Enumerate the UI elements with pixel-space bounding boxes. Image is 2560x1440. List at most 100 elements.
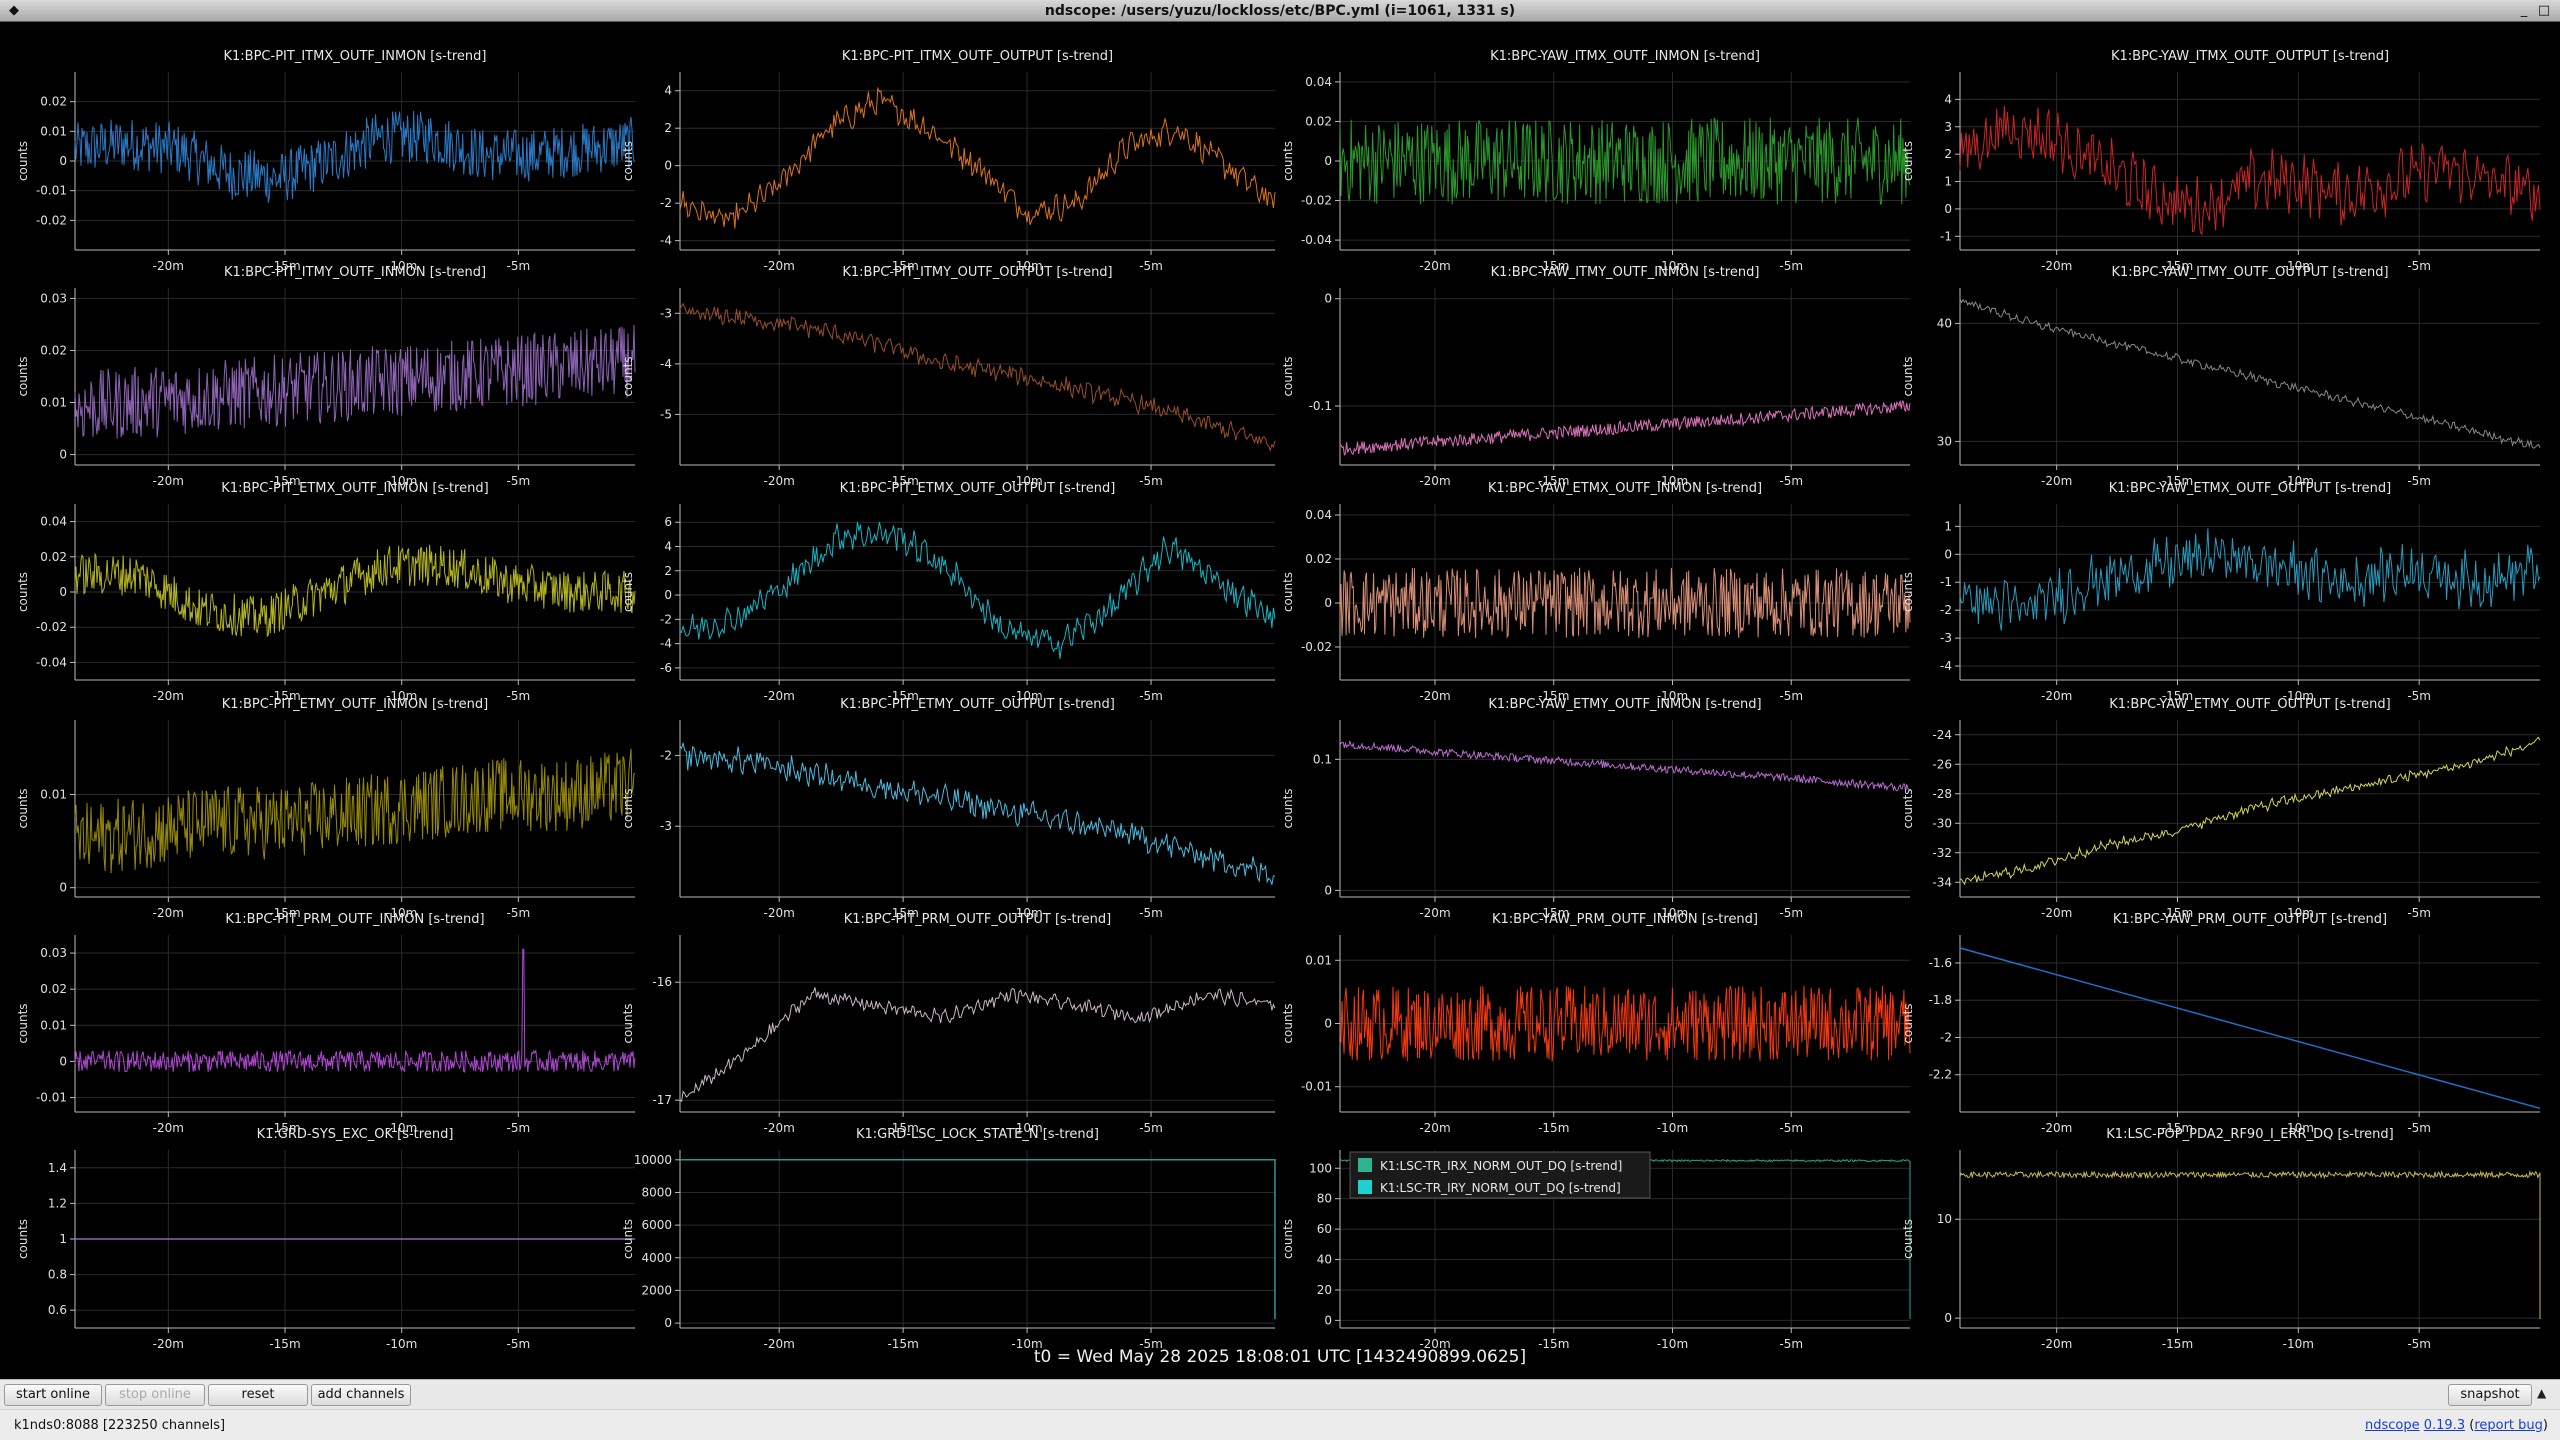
plot-panel[interactable]: K1:BPC-PIT_ITMY_OUTF_INMON [s-trend] 0.03… [16,265,636,488]
y-axis-label: counts [1901,1003,1915,1043]
plot-panel[interactable]: K1:BPC-YAW_ETMX_OUTF_OUTPUT [s-trend] 1 0 -… [1901,481,2541,703]
y-tick-label: -2 [660,748,672,762]
plot-title: K1:LSC-POP_PDA2_RF90_I_ERR_DQ [s-trend] [2106,1127,2393,1142]
plot-grid[interactable]: K1:BPC-PIT_ITMX_OUTF_INMON [s-trend] 0.02… [0,22,2560,1379]
plot-panel[interactable]: K1:BPC-PIT_ETMY_OUTF_INMON [s-trend] 0.01… [16,697,636,920]
y-tick-label: 20 [1317,1283,1332,1297]
plot-panel[interactable]: K1:BPC-YAW_ETMX_OUTF_INMON [s-trend] 0.04… [1281,481,1911,703]
start-online-button[interactable]: start online [4,1384,102,1406]
plot-panel[interactable]: K1:GRD-SYS_EXC_OK [s-trend] 1.4 1.2 1 0.8 0.6… [16,1127,635,1351]
x-tick-label: -5m [1139,1121,1163,1135]
plot-panel[interactable]: K1:BPC-YAW_PRM_OUTF_OUTPUT [s-trend] -1.6… [1901,912,2541,1135]
collapse-icon[interactable]: ▲ [2537,1386,2547,1400]
plot-panel[interactable]: K1:BPC-PIT_ITMY_OUTF_OUTPUT [s-trend] -3 -… [621,265,1276,488]
window-menu-icon[interactable]: ◆ [9,3,19,18]
y-tick-label: 0 [59,1054,67,1068]
plot-panel[interactable]: K1:BPC-YAW_ITMX_OUTF_OUTPUT [s-trend] 4 3 2… [1901,49,2541,273]
x-tick-label: -20m [2041,906,2072,920]
data-trace [1339,985,1911,1062]
y-tick-label: 0.01 [40,124,67,138]
plot-panel[interactable]: K1:BPC-PIT_ETMX_OUTF_OUTPUT [s-trend] 6 4 2… [621,481,1276,703]
status-bar: k1nds0:8088 [223250 channels] ndscope 0.… [0,1409,2560,1440]
y-tick-label: 0 [1324,292,1332,306]
x-tick-label: -20m [2041,689,2072,703]
plot-panel[interactable]: K1:BPC-YAW_ITMY_OUTF_OUTPUT [s-trend] 40 3… [1901,265,2541,488]
y-tick-label: 80 [1317,1192,1332,1206]
plot-panel[interactable]: K1:BPC-YAW_ITMX_OUTF_INMON [s-trend] 0.04… [1281,49,1911,273]
y-axis-label: counts [1901,1219,1915,1259]
snapshot-button[interactable]: snapshot [2448,1384,2532,1406]
x-tick-label: -5m [1139,259,1163,273]
x-tick-label: -20m [1419,906,1450,920]
y-tick-label: -4 [1940,659,1952,673]
plot-panel[interactable]: K1:BPC-YAW_PRM_OUTF_INMON [s-trend] 0.01 0… [1281,912,1911,1135]
y-tick-label: 10 [1937,1212,1952,1226]
y-axis-label: counts [1901,141,1915,181]
plot-panel[interactable]: K1:BPC-PIT_ETMY_OUTF_OUTPUT [s-trend] -2 -… [621,697,1276,920]
plot-panel[interactable]: K1:BPC-PIT_PRM_OUTF_OUTPUT [s-trend] -16 -… [621,912,1276,1135]
y-tick-label: 0 [1324,154,1332,168]
y-axis-label: counts [1901,788,1915,828]
data-trace [74,748,636,874]
plot-panel[interactable]: K1:BPC-PIT_PRM_OUTF_INMON [s-trend] 0.03 0… [16,912,636,1135]
x-tick-label: -15m [887,259,918,273]
plot-title: K1:GRD-LSC_LOCK_STATE_N [s-trend] [856,1127,1099,1142]
plot-panel[interactable]: K1:LSC-POP_PDA2_RF90_I_ERR_DQ [s-trend] 1… [1901,1127,2541,1351]
report-bug-link[interactable]: report bug [2474,1418,2543,1433]
y-tick-label: -16 [652,975,672,989]
plot-panel[interactable]: K1:BPC-YAW_ETMY_OUTF_INMON [s-trend] 0.1 0… [1281,697,1911,920]
y-tick-label: 30 [1937,434,1952,448]
y-tick-label: 0.01 [40,1018,67,1032]
add-channels-button[interactable]: add channels [311,1384,411,1406]
reset-button[interactable]: reset [208,1384,308,1406]
y-tick-label: 4000 [641,1251,672,1265]
minimize-icon[interactable]: _ [2520,3,2528,18]
y-tick-label: 1.2 [48,1196,67,1210]
x-tick-label: -10m [2283,1121,2314,1135]
y-axis-label: counts [1281,356,1295,396]
plot-title: K1:BPC-YAW_ITMY_OUTF_INMON [s-trend] [1491,265,1760,280]
plot-panel[interactable]: K1:GRD-LSC_LOCK_STATE_N [s-trend] 10000 80… [621,1127,1276,1351]
maximize-icon[interactable]: □ [2537,3,2551,18]
y-axis-label: counts [16,1219,30,1259]
y-tick-label: -0.01 [1301,1080,1332,1094]
y-tick-label: -1.6 [1929,956,1952,970]
plot-panel[interactable]: 100 80 60 40 20 0 -20m -15m -10m -5m counts K1:LSC-… [1281,1150,1911,1351]
x-tick-label: -15m [887,474,918,488]
y-axis-label: counts [621,572,635,612]
x-tick-label: -20m [1419,259,1450,273]
y-tick-label: 2 [664,564,672,578]
plot-title: K1:BPC-PIT_PRM_OUTF_OUTPUT [s-trend] [844,912,1111,927]
x-tick-label: -20m [764,1337,795,1351]
x-tick-label: -15m [2162,1337,2193,1351]
y-axis-label: counts [1281,788,1295,828]
ndscope-link[interactable]: ndscope [2364,1418,2420,1433]
version-link[interactable]: 0.19.3 [2423,1418,2466,1433]
x-tick-label: -20m [153,259,184,273]
plot-panel[interactable]: K1:BPC-YAW_ETMY_OUTF_OUTPUT [s-trend] -24… [1901,697,2541,920]
x-tick-label: -20m [764,906,795,920]
y-tick-label: 0.01 [40,396,67,410]
plot-title: K1:BPC-PIT_PRM_OUTF_INMON [s-trend] [225,912,484,927]
x-tick-label: -15m [269,689,300,703]
plot-title: K1:BPC-YAW_ETMY_OUTF_OUTPUT [s-trend] [2109,697,2390,712]
x-tick-label: -10m [2283,474,2314,488]
plot-panel[interactable]: K1:BPC-PIT_ITMX_OUTF_INMON [s-trend] 0.02… [16,49,636,273]
x-tick-label: -5m [1779,906,1803,920]
y-tick-label: -0.02 [1301,194,1332,208]
plot-area[interactable]: K1:BPC-PIT_ITMX_OUTF_INMON [s-trend] 0.02… [0,22,2560,1379]
y-tick-label: -0.02 [36,620,67,634]
plot-panel[interactable]: K1:BPC-YAW_ITMY_OUTF_INMON [s-trend] 0 -0.… [1281,265,1911,488]
y-tick-label: 2 [664,121,672,135]
x-tick-label: -5m [507,474,531,488]
plot-title: K1:BPC-PIT_ETMY_OUTF_OUTPUT [s-trend] [840,697,1115,712]
x-tick-label: -20m [2041,259,2072,273]
stop-online-button[interactable]: stop online [105,1384,205,1406]
plot-panel[interactable]: K1:BPC-PIT_ITMX_OUTF_OUTPUT [s-trend] 4 2 0… [621,49,1276,273]
plot-panel[interactable]: K1:BPC-PIT_ETMX_OUTF_INMON [s-trend] 0.04… [16,481,636,703]
x-tick-label: -15m [269,259,300,273]
y-tick-label: 1 [59,1232,67,1246]
x-tick-label: -5m [507,906,531,920]
x-tick-label: -15m [1538,906,1569,920]
y-tick-label: 0.03 [40,291,67,305]
